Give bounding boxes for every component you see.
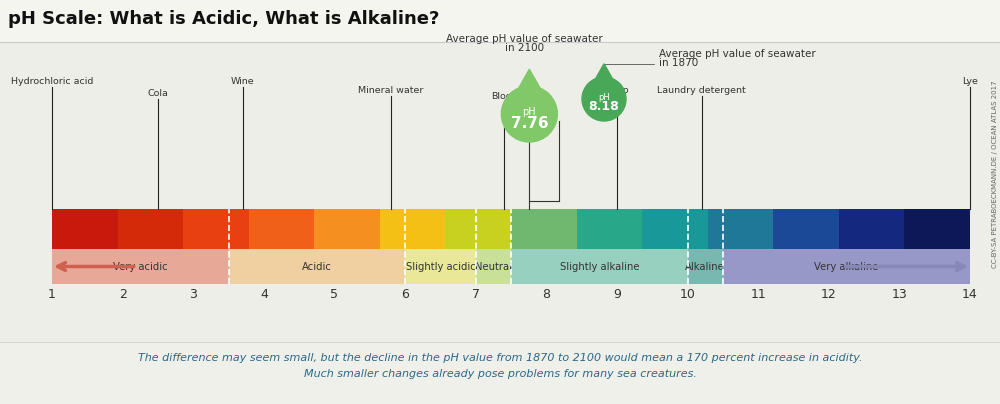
Text: 12: 12 <box>821 288 837 301</box>
Text: Alkaline: Alkaline <box>685 261 725 271</box>
Text: in 2100: in 2100 <box>505 43 544 53</box>
Bar <box>708 209 773 249</box>
Bar <box>249 209 314 249</box>
Bar <box>0 0 1000 42</box>
Text: Slightly alkaline: Slightly alkaline <box>560 261 639 271</box>
Text: Cola: Cola <box>147 89 168 98</box>
Bar <box>839 209 904 249</box>
Text: Neutral: Neutral <box>475 261 512 271</box>
Text: 8: 8 <box>542 288 550 301</box>
Text: Slightly acidic: Slightly acidic <box>406 261 475 271</box>
Bar <box>773 209 839 249</box>
Text: 13: 13 <box>892 288 907 301</box>
Bar <box>445 209 511 249</box>
Bar <box>688 249 723 284</box>
Text: 5: 5 <box>330 288 338 301</box>
Bar <box>904 209 970 249</box>
Bar <box>642 209 708 249</box>
Bar <box>380 209 445 249</box>
Circle shape <box>582 77 626 121</box>
Text: 1: 1 <box>48 288 56 301</box>
Text: in 1870: in 1870 <box>659 58 698 68</box>
Text: 10: 10 <box>680 288 695 301</box>
Bar <box>476 249 511 284</box>
Polygon shape <box>585 64 623 97</box>
Polygon shape <box>506 69 553 111</box>
Text: 2: 2 <box>119 288 127 301</box>
Bar <box>0 342 1000 404</box>
Text: 11: 11 <box>750 288 766 301</box>
Text: CC-BY-SA PETRABOECKMANN.DE / OCEAN ATLAS 2017: CC-BY-SA PETRABOECKMANN.DE / OCEAN ATLAS… <box>992 80 998 268</box>
Bar <box>405 249 476 284</box>
Text: 7.76: 7.76 <box>511 116 548 131</box>
Bar <box>723 249 970 284</box>
Bar <box>511 249 688 284</box>
Text: Blood: Blood <box>491 92 517 101</box>
Text: Wine: Wine <box>231 76 254 86</box>
Text: Average pH value of seawater: Average pH value of seawater <box>659 49 816 59</box>
Text: 3: 3 <box>189 288 197 301</box>
Text: Much smaller changes already pose problems for many sea creatures.: Much smaller changes already pose proble… <box>304 369 696 379</box>
Text: Lye: Lye <box>962 76 978 86</box>
Text: Hydrochloric acid: Hydrochloric acid <box>11 76 93 86</box>
Text: 7: 7 <box>472 288 480 301</box>
Text: 8.18: 8.18 <box>589 101 619 114</box>
Text: pH Scale: What is Acidic, What is Alkaline?: pH Scale: What is Acidic, What is Alkali… <box>8 10 439 28</box>
Text: 9: 9 <box>613 288 621 301</box>
Text: pH: pH <box>523 107 536 117</box>
Text: Soap: Soap <box>605 86 629 95</box>
Text: The difference may seem small, but the decline in the pH value from 1870 to 2100: The difference may seem small, but the d… <box>138 353 862 363</box>
Text: Very acidic: Very acidic <box>113 261 168 271</box>
Bar <box>577 209 642 249</box>
Bar <box>229 249 405 284</box>
Text: Very alkaline: Very alkaline <box>814 261 879 271</box>
Bar <box>314 209 380 249</box>
Text: Mineral water: Mineral water <box>358 86 424 95</box>
Text: Acidic: Acidic <box>302 261 332 271</box>
Bar <box>52 249 229 284</box>
Bar <box>511 209 577 249</box>
Circle shape <box>501 86 557 142</box>
Text: 4: 4 <box>260 288 268 301</box>
Bar <box>118 209 183 249</box>
Text: pH: pH <box>598 93 610 101</box>
Bar <box>183 209 249 249</box>
Text: 14: 14 <box>962 288 978 301</box>
Text: 6: 6 <box>401 288 409 301</box>
Text: Average pH value of seawater: Average pH value of seawater <box>446 34 603 44</box>
Bar <box>52 209 118 249</box>
Text: Laundry detergent: Laundry detergent <box>657 86 746 95</box>
